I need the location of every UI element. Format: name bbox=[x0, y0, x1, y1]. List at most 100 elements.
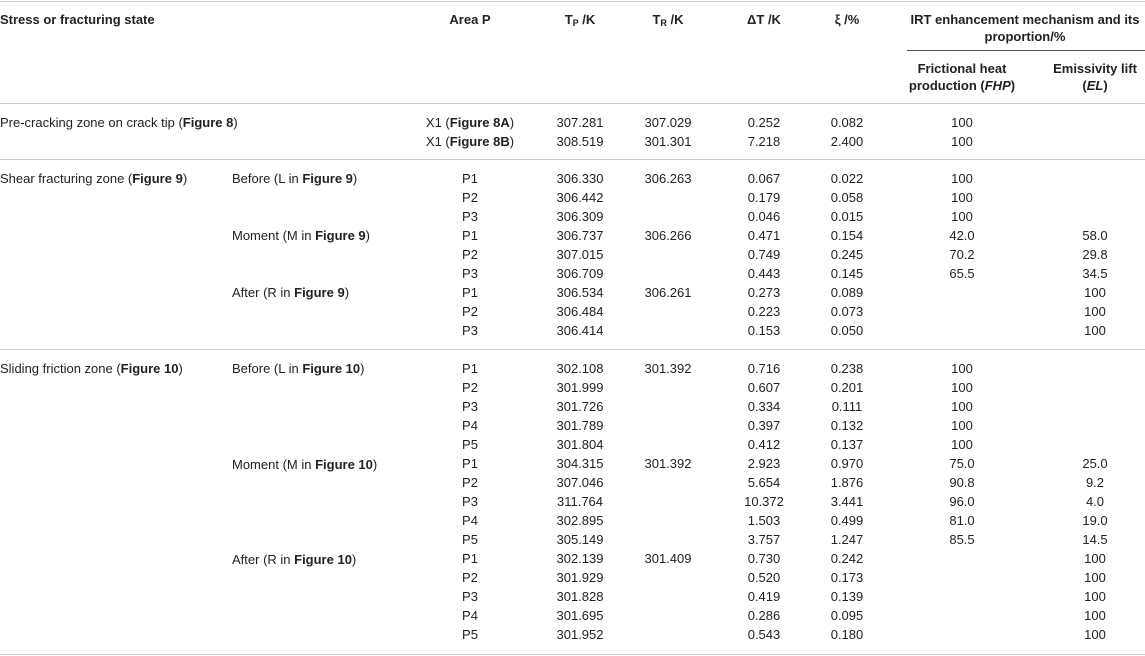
cell-fhp: 100 bbox=[951, 134, 973, 149]
cell-tp: 306.414 bbox=[556, 323, 604, 338]
cell-el: 100 bbox=[1084, 570, 1106, 585]
cell-el: 100 bbox=[1084, 304, 1106, 319]
header-tr: TR /K bbox=[652, 12, 684, 28]
cell-fhp: 100 bbox=[951, 209, 973, 224]
cell-tp: 307.015 bbox=[556, 247, 604, 262]
cell-area: P2 bbox=[462, 475, 478, 490]
header-irt: IRT enhancement mechanism and its proport… bbox=[910, 12, 1140, 44]
cell-dt: 0.443 bbox=[747, 266, 781, 281]
cell-area: P3 bbox=[462, 323, 478, 338]
group-label: Pre-cracking zone on crack tip (Figure 8… bbox=[0, 115, 238, 130]
cell-xi: 0.245 bbox=[830, 247, 864, 262]
cell-dt: 0.749 bbox=[747, 247, 781, 262]
cell-area: P3 bbox=[462, 266, 478, 281]
cell-area: P4 bbox=[462, 513, 478, 528]
cell-xi: 0.137 bbox=[830, 437, 864, 452]
cell-area: P3 bbox=[462, 494, 478, 509]
cell-dt: 0.543 bbox=[747, 627, 781, 642]
cell-xi: 3.441 bbox=[830, 494, 864, 509]
cell-fhp: 100 bbox=[951, 171, 973, 186]
phase-label: Moment (M in Figure 9) bbox=[232, 228, 370, 243]
cell-xi: 0.050 bbox=[830, 323, 864, 338]
cell-xi: 0.022 bbox=[830, 171, 864, 186]
cell-area: X1 (Figure 8B) bbox=[425, 134, 515, 149]
cell-xi: 0.499 bbox=[830, 513, 864, 528]
cell-dt: 0.046 bbox=[747, 209, 781, 224]
cell-tp: 304.315 bbox=[556, 456, 604, 471]
cell-el: 100 bbox=[1084, 323, 1106, 338]
phase-label: Before (L in Figure 9) bbox=[232, 171, 358, 186]
header-sub-rule bbox=[907, 50, 1145, 51]
header-bottom-rule bbox=[0, 103, 1145, 104]
cell-area: P2 bbox=[462, 380, 478, 395]
cell-area: P3 bbox=[462, 589, 478, 604]
cell-tp: 305.149 bbox=[556, 532, 604, 547]
cell-area: P1 bbox=[462, 171, 478, 186]
cell-dt: 0.471 bbox=[747, 228, 781, 243]
header-fhp: Frictional heat production (FHP) bbox=[908, 61, 1016, 93]
cell-area: P4 bbox=[462, 608, 478, 623]
phase-label: Moment (M in Figure 10) bbox=[232, 457, 378, 472]
cell-el: 14.5 bbox=[1082, 532, 1108, 547]
cell-xi: 0.139 bbox=[830, 589, 864, 604]
header-stress-state: Stress or fracturing state bbox=[0, 12, 155, 27]
cell-fhp: 85.5 bbox=[949, 532, 975, 547]
header-tp: TP /K bbox=[564, 12, 596, 28]
table-top-rule bbox=[0, 1, 1145, 2]
cell-xi: 0.015 bbox=[830, 209, 864, 224]
cell-xi: 1.876 bbox=[830, 475, 864, 490]
cell-dt: 1.503 bbox=[747, 513, 781, 528]
cell-dt: 0.286 bbox=[747, 608, 781, 623]
cell-tp: 301.828 bbox=[556, 589, 604, 604]
cell-xi: 0.073 bbox=[830, 304, 864, 319]
cell-tp: 301.804 bbox=[556, 437, 604, 452]
cell-tp: 306.709 bbox=[556, 266, 604, 281]
cell-area: P2 bbox=[462, 304, 478, 319]
cell-xi: 0.111 bbox=[831, 399, 863, 414]
cell-tp: 306.534 bbox=[556, 285, 604, 300]
group-rule-1 bbox=[0, 159, 1145, 160]
cell-xi: 0.132 bbox=[830, 418, 864, 433]
cell-tp: 311.764 bbox=[556, 494, 604, 509]
cell-tp: 306.737 bbox=[556, 228, 604, 243]
cell-xi: 0.082 bbox=[830, 115, 864, 130]
cell-fhp: 100 bbox=[951, 437, 973, 452]
cell-dt: 0.273 bbox=[747, 285, 781, 300]
cell-dt: 5.654 bbox=[747, 475, 781, 490]
cell-area: P3 bbox=[462, 209, 478, 224]
header-xi: ξ /% bbox=[834, 12, 860, 27]
cell-fhp: 100 bbox=[951, 418, 973, 433]
cell-tr: 301.301 bbox=[644, 134, 692, 149]
cell-tp: 302.139 bbox=[556, 551, 604, 566]
cell-fhp: 90.8 bbox=[949, 475, 975, 490]
group-rule-2 bbox=[0, 349, 1145, 350]
cell-tr: 301.409 bbox=[644, 551, 692, 566]
cell-xi: 0.970 bbox=[830, 456, 864, 471]
cell-dt: 0.412 bbox=[747, 437, 781, 452]
table-bottom-rule bbox=[0, 654, 1145, 655]
cell-dt: 0.067 bbox=[747, 171, 781, 186]
cell-area: P2 bbox=[462, 570, 478, 585]
cell-el: 9.2 bbox=[1085, 475, 1105, 490]
cell-area: P3 bbox=[462, 399, 478, 414]
cell-area: P1 bbox=[462, 228, 478, 243]
cell-tp: 306.442 bbox=[556, 190, 604, 205]
cell-fhp: 75.0 bbox=[949, 456, 975, 471]
cell-dt: 3.757 bbox=[747, 532, 781, 547]
cell-tp: 301.999 bbox=[556, 380, 604, 395]
cell-dt: 0.179 bbox=[747, 190, 781, 205]
header-area: Area P bbox=[449, 12, 491, 27]
cell-fhp: 70.2 bbox=[949, 247, 975, 262]
cell-area: P2 bbox=[462, 190, 478, 205]
cell-xi: 0.238 bbox=[830, 361, 864, 376]
cell-fhp: 96.0 bbox=[949, 494, 975, 509]
group-label: Sliding friction zone (Figure 10) bbox=[0, 361, 183, 376]
cell-dt: 2.923 bbox=[747, 456, 781, 471]
cell-area: P1 bbox=[462, 551, 478, 566]
cell-area: P5 bbox=[462, 627, 478, 642]
phase-label: After (R in Figure 9) bbox=[232, 285, 350, 300]
cell-tr: 306.266 bbox=[644, 228, 692, 243]
cell-dt: 0.223 bbox=[747, 304, 781, 319]
cell-area: X1 (Figure 8A) bbox=[425, 115, 515, 130]
